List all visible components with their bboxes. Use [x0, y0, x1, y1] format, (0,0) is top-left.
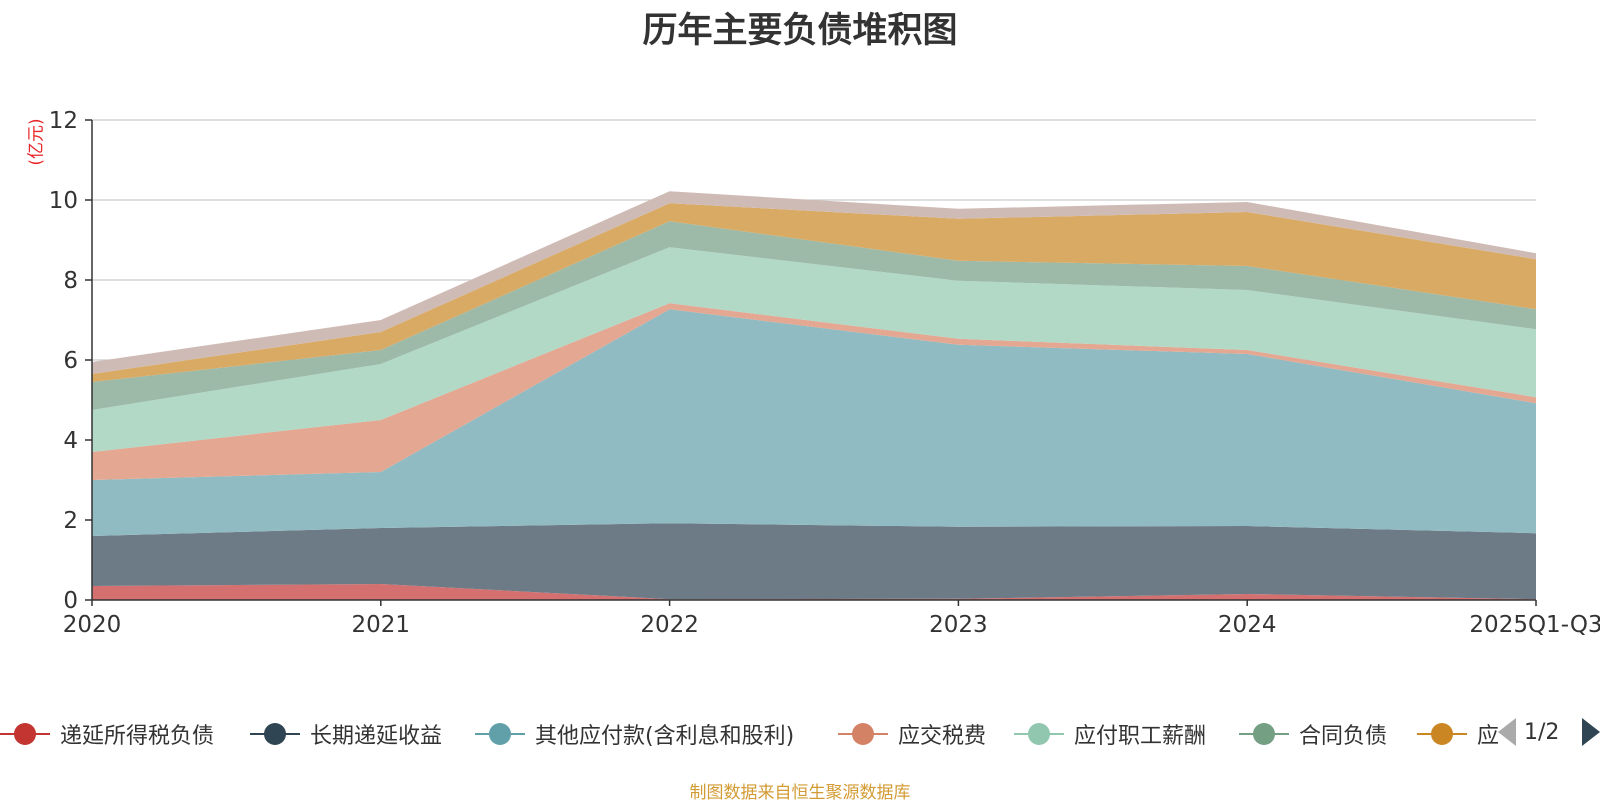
area-series[interactable]: [92, 247, 1536, 452]
legend-marker-icon: [1239, 723, 1289, 745]
legend-label: 长期递延收益: [310, 724, 443, 749]
legend-label: 应交税费: [898, 724, 987, 749]
legend-item[interactable]: 长期递延收益: [250, 712, 442, 756]
y-tick-label: 4: [63, 428, 78, 454]
area-series[interactable]: [92, 203, 1536, 382]
x-tick-label: 2022: [640, 612, 699, 638]
x-tick-label: 2020: [63, 612, 122, 638]
x-tick-label: 2021: [352, 612, 411, 638]
y-tick-label: 8: [63, 268, 78, 294]
x-tick-label: 2023: [929, 612, 988, 638]
legend-marker-icon: [475, 723, 525, 745]
chart-title: 历年主要负债堆积图: [642, 11, 958, 51]
legend-marker-icon: [0, 723, 50, 745]
legend-marker-icon: [1417, 723, 1467, 745]
legend-item[interactable]: 应付职工薪酬: [1014, 712, 1206, 756]
area-series[interactable]: [92, 221, 1536, 410]
legend-page-indicator: 1/2: [1524, 720, 1560, 745]
legend-marker-icon: [250, 723, 300, 745]
legend-label: 合同负债: [1299, 724, 1388, 749]
legend-item[interactable]: 其他应付款(含利息和股利): [475, 712, 794, 756]
legend-item[interactable]: 应交税费: [838, 712, 986, 756]
legend: 递延所得税负债 长期递延收益 其他应付款(含利息和股利) 应交税费 应付职工薪酬 合同负债…: [0, 712, 1600, 756]
area-series[interactable]: [92, 309, 1536, 536]
chart-plot: 0 2 4 6 8 10 12 2020 2021 2022 2023 2024 2025Q1-Q3: [49, 108, 1600, 638]
x-tick-label: 2025Q1-Q3: [1469, 612, 1600, 638]
y-tick-label: 12: [49, 108, 78, 134]
legend-pager: 1/2: [1498, 712, 1600, 756]
legend-item[interactable]: 合同负债: [1239, 712, 1387, 756]
legend-marker-icon: [1014, 723, 1064, 745]
y-tick-label: 0: [63, 588, 78, 614]
area-series[interactable]: [92, 303, 1536, 480]
legend-label: 递延所得税负债: [60, 724, 215, 749]
x-tick-label: 2024: [1218, 612, 1277, 638]
legend-next-icon[interactable]: [1582, 718, 1600, 746]
legend-label: 应付职工薪酬: [1074, 724, 1207, 749]
legend-prev-icon[interactable]: [1498, 718, 1516, 746]
y-tick-label: 2: [63, 508, 78, 534]
area-series[interactable]: [92, 523, 1536, 600]
source-note: 制图数据来自恒生聚源数据库: [689, 783, 911, 803]
legend-item[interactable]: 递延所得税负债: [0, 712, 214, 756]
y-tick-label: 6: [63, 348, 78, 374]
area-series[interactable]: [92, 584, 1536, 600]
y-axis-unit: (亿元): [26, 118, 47, 166]
legend-marker-icon: [838, 723, 888, 745]
y-tick-label: 10: [49, 188, 78, 214]
legend-label: 其他应付款(含利息和股利): [535, 724, 795, 749]
